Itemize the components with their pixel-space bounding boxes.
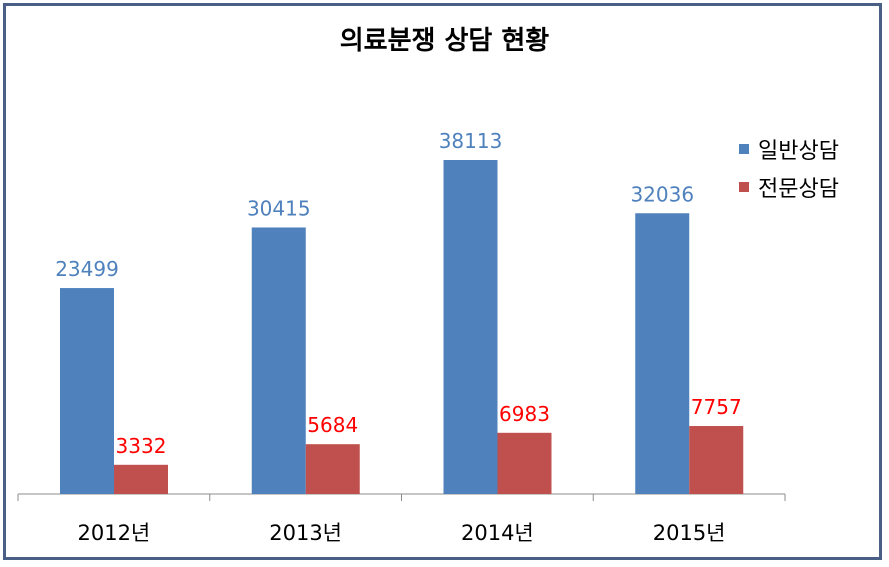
chart-title: 의료분쟁 상담 현황 <box>339 26 550 56</box>
data-label-expert-1: 5684 <box>307 413 358 437</box>
data-label-general-3: 32036 <box>630 182 694 206</box>
legend: 일반상담 전문상담 <box>739 130 839 206</box>
data-label-general-1: 30415 <box>247 196 311 220</box>
legend-swatch-general <box>739 144 749 154</box>
legend-item-general: 일반상담 <box>739 130 839 168</box>
legend-swatch-expert <box>739 182 749 192</box>
legend-label-expert: 전문상담 <box>758 177 839 202</box>
x-tick-label-2: 2014년 <box>461 521 534 545</box>
bar-general-1 <box>251 227 306 494</box>
x-tick-label-1: 2013년 <box>269 521 342 545</box>
bar-general-2 <box>443 160 498 494</box>
bar-expert-1 <box>305 444 360 494</box>
data-label-expert-3: 7757 <box>691 395 742 419</box>
bar-general-0 <box>60 288 114 494</box>
bar-expert-0 <box>114 464 168 494</box>
legend-label-general: 일반상담 <box>758 139 839 164</box>
bar-expert-3 <box>689 426 744 494</box>
x-tick-label-3: 2015년 <box>653 521 726 545</box>
data-label-expert-2: 6983 <box>499 402 550 426</box>
bar-expert-2 <box>497 432 552 494</box>
bar-general-3 <box>635 213 690 495</box>
data-label-expert-0: 3332 <box>116 434 167 458</box>
data-label-general-2: 38113 <box>439 129 503 153</box>
legend-item-expert: 전문상담 <box>739 168 839 206</box>
data-label-general-0: 23499 <box>55 257 119 281</box>
x-tick-label-0: 2012년 <box>77 521 150 545</box>
